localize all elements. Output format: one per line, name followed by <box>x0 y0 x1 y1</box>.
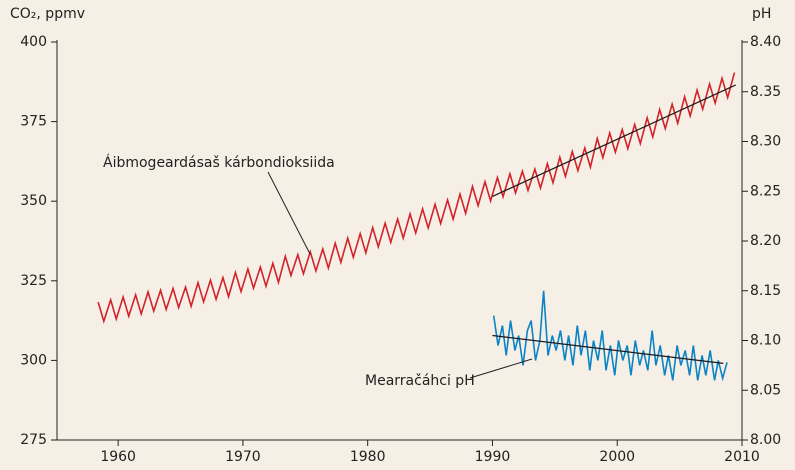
y-tick-label: 300 <box>20 352 47 368</box>
y-tick-label: 400 <box>20 34 47 50</box>
y-axis-label: CO₂, ppmv <box>10 6 85 22</box>
y2-tick-label: 8.20 <box>750 233 781 249</box>
data-line <box>492 290 728 382</box>
data-line <box>97 72 736 324</box>
trend-line <box>492 334 724 364</box>
y2-tick-label: 8.15 <box>750 283 781 299</box>
leader-line <box>469 358 533 379</box>
x-tick-label: 2010 <box>724 449 760 465</box>
leader-line <box>267 171 311 255</box>
y2-tick-label: 8.00 <box>750 432 781 448</box>
y-tick-label: 275 <box>20 432 47 448</box>
y2-axis-label: pH <box>752 6 771 22</box>
y2-tick-label: 8.05 <box>750 382 781 398</box>
y2-tick-label: 8.25 <box>750 183 781 199</box>
x-tick-label: 1960 <box>100 449 136 465</box>
series-label: Mearračáhci pH <box>365 373 475 389</box>
y-tick-label: 375 <box>20 114 47 130</box>
x-tick-label: 1990 <box>475 449 511 465</box>
series-label: Áibmogeardásaš kárbondioksiida <box>103 154 335 171</box>
x-tick-label: 2000 <box>599 449 635 465</box>
y2-tick-label: 8.10 <box>750 333 781 349</box>
y2-tick-label: 8.35 <box>750 84 781 100</box>
x-tick-label: 1980 <box>350 449 386 465</box>
x-tick-label: 1970 <box>225 449 261 465</box>
y2-tick-label: 8.40 <box>750 34 781 50</box>
trend-line <box>492 84 737 197</box>
y-tick-label: 350 <box>20 193 47 209</box>
y2-tick-label: 8.30 <box>750 134 781 150</box>
y-tick-label: 325 <box>20 273 47 289</box>
